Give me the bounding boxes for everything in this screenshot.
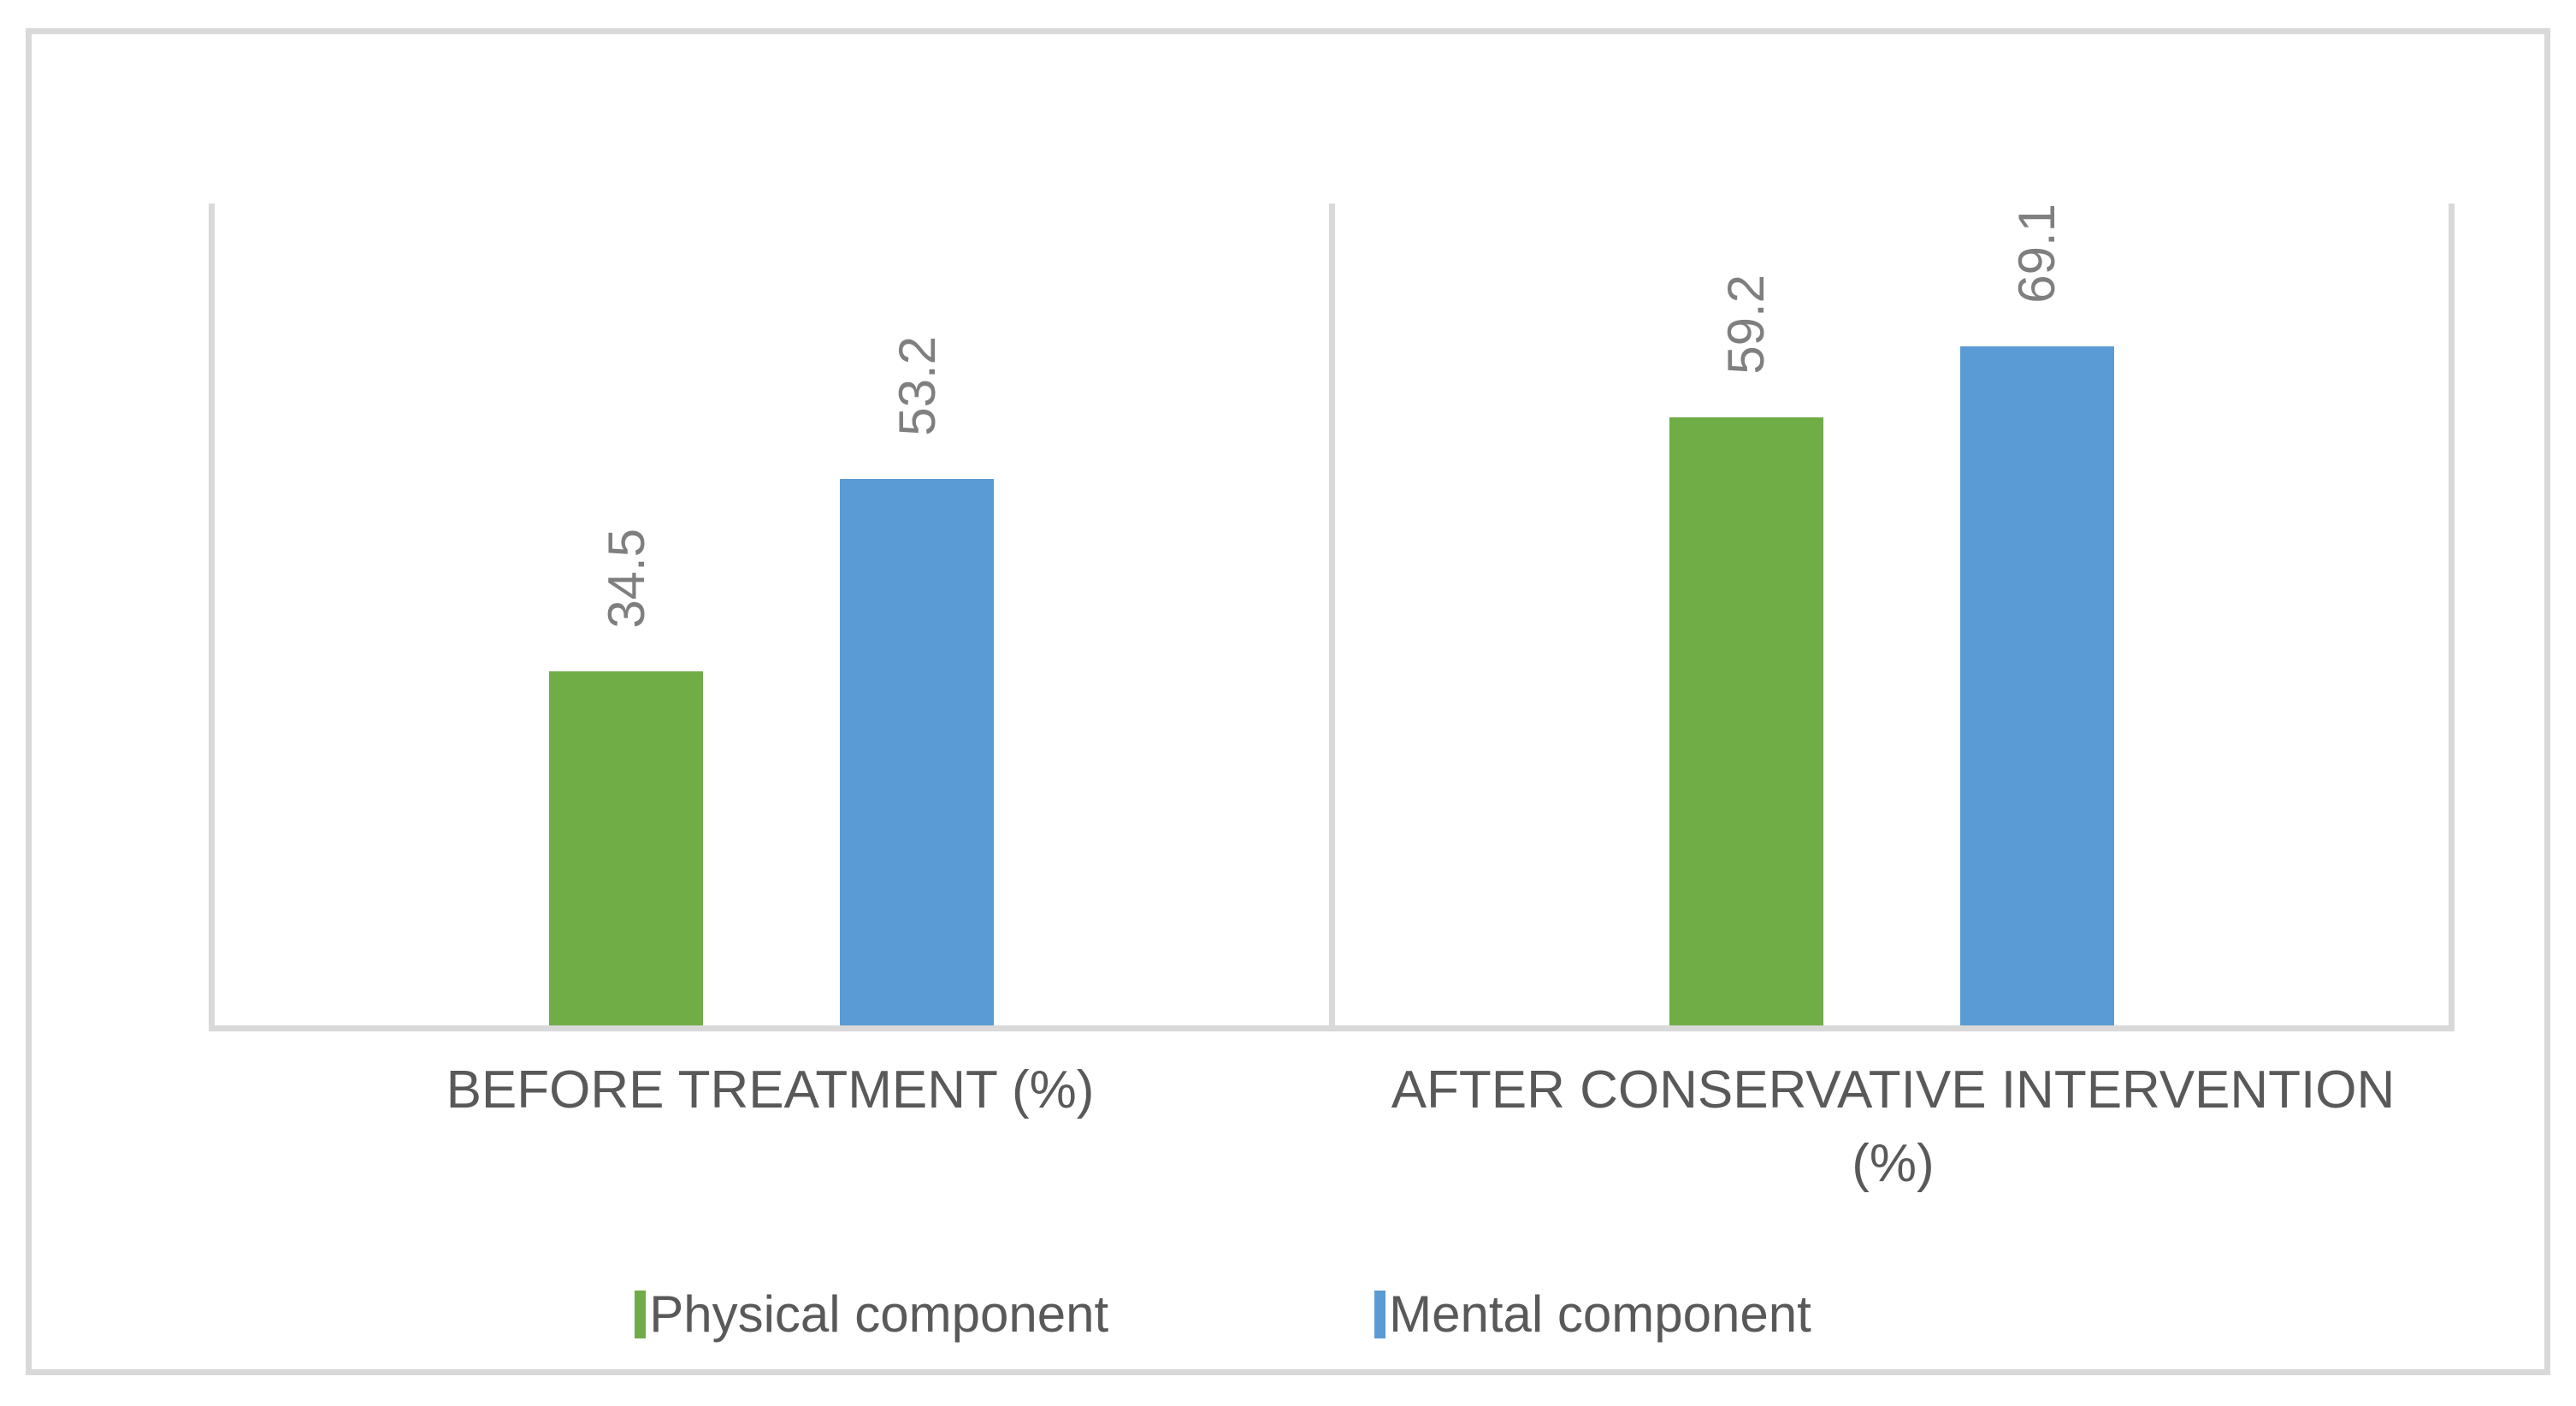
value-label-physical-component: 34.5	[597, 528, 655, 629]
legend-key-mental-component	[1374, 1290, 1386, 1338]
legend-item-mental-component: Mental component	[1374, 1285, 1811, 1344]
bar-slot-mental-component: 69.1	[1959, 204, 2114, 1025]
bar-slot-mental-component: 53.2	[840, 204, 995, 1025]
category-label-after-conservative-intervention: AFTER CONSERVATIVE INTERVENTION (%)	[1332, 1054, 2455, 1200]
legend-key-physical-component	[635, 1290, 647, 1338]
bar-physical-component	[1669, 416, 1823, 1025]
plot-area: 34.5 53.2 59.2 69.1	[209, 204, 2455, 1031]
legend-label-physical-component: Physical component	[649, 1285, 1109, 1343]
category-axis-labels: BEFORE TREATMENT (%) AFTER CONSERVATIVE I…	[209, 1054, 2455, 1200]
chart-border-frame: 34.5 53.2 59.2 69.1 BEFORE TREATMENT (%) AFT…	[26, 28, 2550, 1375]
category-group-after-conservative-intervention: 59.2 69.1	[1328, 204, 2455, 1025]
bar-slot-physical-component: 34.5	[549, 204, 704, 1025]
value-label-mental-component: 69.1	[2008, 204, 2066, 304]
category-label-line: (%)	[1852, 1133, 1935, 1193]
category-label-line: BEFORE TREATMENT (%)	[446, 1060, 1095, 1119]
category-group-before-treatment: 34.5 53.2	[209, 204, 1329, 1025]
bar-mental-component	[1959, 346, 2114, 1025]
legend-item-physical-component: Physical component	[635, 1285, 1108, 1344]
category-label-line: AFTER CONSERVATIVE INTERVENTION	[1391, 1060, 2396, 1119]
category-label-before-treatment: BEFORE TREATMENT (%)	[209, 1054, 1332, 1200]
legend: Physical component Mental component	[32, 1285, 2414, 1344]
value-label-mental-component: 53.2	[888, 336, 946, 436]
bar-physical-component	[549, 671, 704, 1025]
legend-label-mental-component: Mental component	[1389, 1285, 1811, 1343]
bar-mental-component	[840, 478, 995, 1025]
bar-slot-physical-component: 59.2	[1669, 204, 1823, 1025]
value-label-physical-component: 59.2	[1717, 275, 1775, 375]
